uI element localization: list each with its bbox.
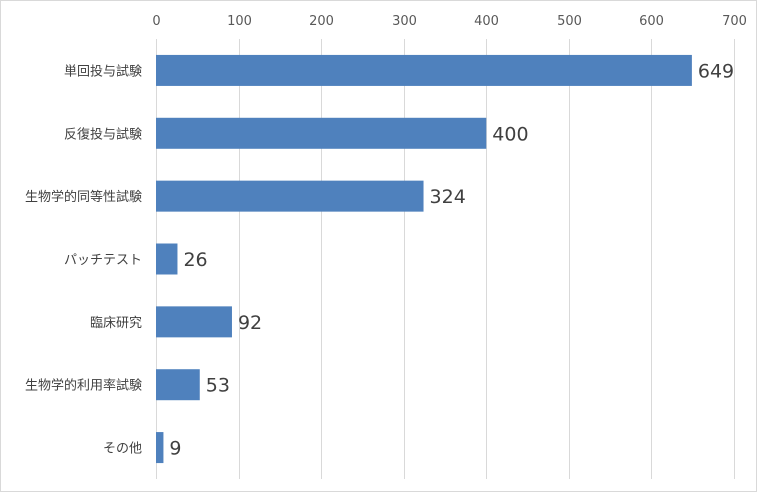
bar-1 (156, 54, 692, 86)
category-label-5: 臨床研究 (90, 316, 142, 331)
x-tick-label-300: 300 (392, 14, 417, 29)
bar-2 (156, 117, 487, 149)
category-label-7: その他 (103, 442, 142, 457)
category-label-3: 生物学的同等性試験 (25, 189, 142, 205)
x-tick-label-100: 100 (227, 14, 252, 29)
data-labels: 649 400 324 26 92 53 9 (169, 60, 734, 459)
bar-7 (156, 432, 164, 464)
category-label-1: 単回投与試験 (64, 63, 142, 79)
x-axis-ticks: 0 100 200 300 400 500 600 700 (152, 14, 747, 29)
bar-4 (156, 243, 178, 275)
data-label-1: 649 (698, 60, 734, 82)
category-label-6: 生物学的利用率試験 (25, 378, 142, 394)
bar-5 (156, 306, 232, 338)
bar-3 (156, 180, 424, 212)
x-tick-label-500: 500 (557, 14, 582, 29)
bars (156, 54, 692, 464)
bar-6 (156, 369, 200, 401)
x-tick-label-400: 400 (474, 14, 499, 29)
category-label-4: パッチテスト (64, 253, 142, 268)
x-tick-label-700: 700 (722, 14, 747, 29)
data-label-5: 92 (238, 312, 262, 334)
data-label-3: 324 (430, 186, 466, 208)
data-label-4: 26 (183, 249, 207, 271)
data-label-7: 9 (169, 438, 181, 460)
category-labels: 単回投与試験反復投与試験生物学的同等性試験パッチテスト臨床研究生物学的利用率試験… (25, 63, 142, 456)
category-label-2: 反復投与試験 (64, 126, 142, 142)
data-label-6: 53 (206, 375, 230, 397)
gridlines (156, 39, 735, 479)
x-tick-label-200: 200 (309, 14, 334, 29)
x-tick-label-0: 0 (152, 14, 160, 29)
data-label-2: 400 (492, 123, 528, 145)
x-tick-label-600: 600 (639, 14, 664, 29)
